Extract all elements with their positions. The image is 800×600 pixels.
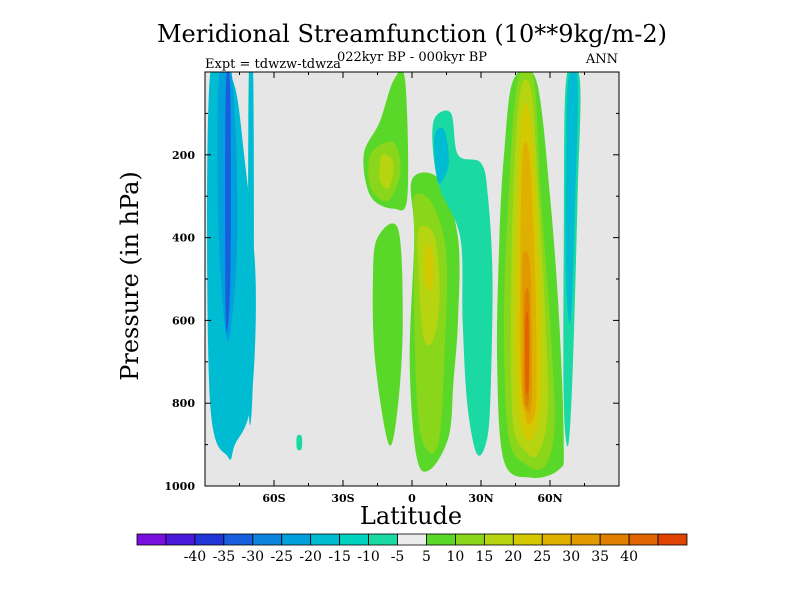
contour-level--10 xyxy=(248,72,254,426)
colorbar-legend: -40 -35 -30 -25 -20 -15 -10 -5 5 10 15 20 25 30 35 40 xyxy=(136,533,688,565)
contour-level--5 xyxy=(432,110,493,456)
colorbar-box xyxy=(281,533,312,546)
colorbar-label: 5 xyxy=(422,549,431,565)
colorbar-label: -30 xyxy=(242,549,265,565)
x-tick-label: 60N xyxy=(537,492,562,505)
colorbar-box xyxy=(541,533,572,546)
colorbar-label: 15 xyxy=(475,549,493,565)
colorbar-box xyxy=(455,533,485,546)
colorbar-box xyxy=(512,533,543,546)
x-tick-label: 60S xyxy=(262,492,285,505)
plot-area: 60S 30S 0 30N 60N 200 400 600 800 1000 xyxy=(164,71,620,505)
y-axis-label: Pressure (in hPa) xyxy=(116,171,144,381)
colorbar-label: 20 xyxy=(504,549,522,565)
colorbar-box xyxy=(252,533,283,546)
colorbar-box xyxy=(657,533,688,546)
colorbar-label: -10 xyxy=(357,549,380,565)
y-tick-label: 200 xyxy=(172,149,195,162)
y-tick-label: 1000 xyxy=(164,480,195,493)
colorbar-box xyxy=(223,533,254,546)
colorbar-label: 10 xyxy=(447,549,465,565)
y-tick-label: 600 xyxy=(172,314,195,327)
contour-level--10 xyxy=(434,127,449,184)
season-label: ANN xyxy=(585,52,618,67)
contour-level--10 xyxy=(565,72,578,324)
colorbar-box xyxy=(570,533,601,546)
contour-level-15 xyxy=(379,154,394,189)
y-tick-label: 400 xyxy=(172,232,195,245)
x-axis-label: Latitude xyxy=(360,502,462,530)
colorbar-label: -5 xyxy=(391,549,405,565)
chart-subtitle: 022kyr BP - 000kyr BP xyxy=(337,50,487,65)
colorbar-label: -15 xyxy=(328,549,351,565)
colorbar-box xyxy=(194,533,225,546)
colorbar-box xyxy=(628,533,659,546)
colorbar-label: -40 xyxy=(184,549,207,565)
colorbar-box xyxy=(599,533,630,546)
contour-level-20 xyxy=(424,244,434,290)
x-tick-label: 30S xyxy=(331,492,354,505)
colorbar-label: -25 xyxy=(270,549,293,565)
colorbar-box xyxy=(339,533,369,546)
y-tick-label: 800 xyxy=(172,397,195,410)
contour-level-40 xyxy=(525,312,529,395)
x-tick-label: 0 xyxy=(408,492,416,505)
x-tick-label: 30N xyxy=(468,492,493,505)
colorbar-box xyxy=(426,533,456,546)
colorbar-box xyxy=(483,533,514,546)
colorbar-box xyxy=(397,533,427,546)
colorbar-box xyxy=(310,533,341,546)
experiment-label: Expt = tdwzw-tdwza xyxy=(205,57,341,72)
colorbar-label: 35 xyxy=(591,549,609,565)
contour-level--20 xyxy=(225,72,231,333)
contour-level--5 xyxy=(296,434,303,451)
contour-level-5 xyxy=(372,223,403,446)
colorbar-label: -35 xyxy=(213,549,236,565)
chart-title: Meridional Streamfunction (10**9kg/m-2) xyxy=(157,20,667,48)
colorbar-box xyxy=(165,533,196,546)
colorbar-label: 30 xyxy=(562,549,580,565)
colorbar-label: 40 xyxy=(620,549,638,565)
colorbar-box xyxy=(368,533,398,546)
colorbar-label: 25 xyxy=(533,549,551,565)
contour-group xyxy=(207,72,581,478)
colorbar-box xyxy=(136,533,167,546)
colorbar-label: -20 xyxy=(299,549,322,565)
